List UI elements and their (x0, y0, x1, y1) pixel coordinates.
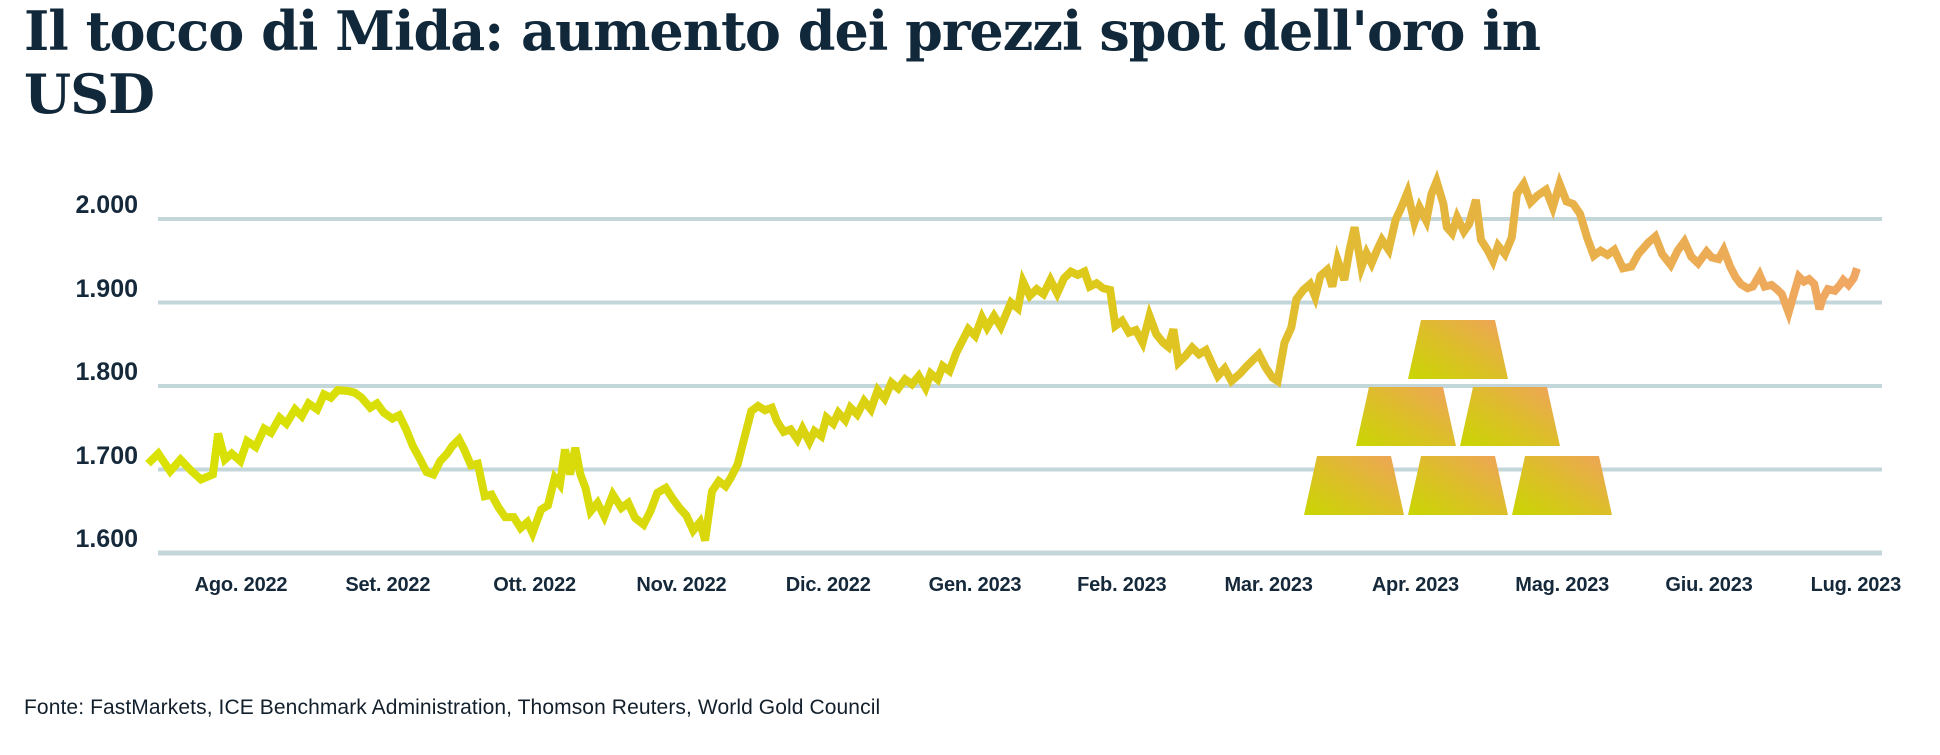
y-tick-label-2000: 2.000 (75, 191, 138, 219)
gold-bar-icon-1 (1408, 320, 1508, 379)
y-tick-label-1700: 1.700 (75, 441, 138, 470)
page-title-line1: Il tocco di Mida: aumento dei prezzi spo… (24, 0, 1541, 63)
gold-bar-icon-2 (1356, 387, 1456, 446)
page-title: Il tocco di Mida: aumento dei prezzi spo… (24, 0, 1924, 125)
y-tick-label-1900: 1.900 (75, 274, 138, 303)
gold-price-line (145, 169, 1861, 544)
y-tick-label-1600: 1.600 (75, 525, 138, 553)
price-line-series (145, 169, 1861, 544)
gold-bar-icon-4 (1304, 456, 1404, 515)
gold-bar-icon-6 (1512, 456, 1612, 515)
y-tick-label-1800: 1.800 (75, 358, 138, 386)
x-tick-label-3: Ott. 2022 (493, 574, 576, 596)
x-tick-label-12: Lug. 2023 (1810, 574, 1902, 596)
x-tick-label-2: Set. 2022 (345, 574, 431, 596)
gold-bar-icon-3 (1460, 387, 1560, 446)
x-tick-label-6: Gen. 2023 (928, 574, 1022, 596)
x-tick-label-8: Mar. 2023 (1224, 574, 1313, 596)
page-title-line2: USD (24, 61, 155, 126)
x-tick-label-11: Giu. 2023 (1665, 574, 1753, 596)
gold-bar-icon-5 (1408, 456, 1508, 515)
source-note: Fonte: FastMarkets, ICE Benchmark Admini… (24, 696, 881, 719)
x-tick-label-9: Apr. 2023 (1371, 574, 1459, 596)
gold-bars-illustration (1304, 320, 1612, 515)
x-tick-label-1: Ago. 2022 (194, 574, 288, 596)
x-tick-label-10: Mag. 2023 (1515, 574, 1610, 596)
x-tick-label-7: Feb. 2023 (1077, 574, 1167, 596)
x-tick-label-4: Nov. 2022 (636, 574, 727, 596)
x-tick-label-5: Dic. 2022 (785, 574, 871, 596)
